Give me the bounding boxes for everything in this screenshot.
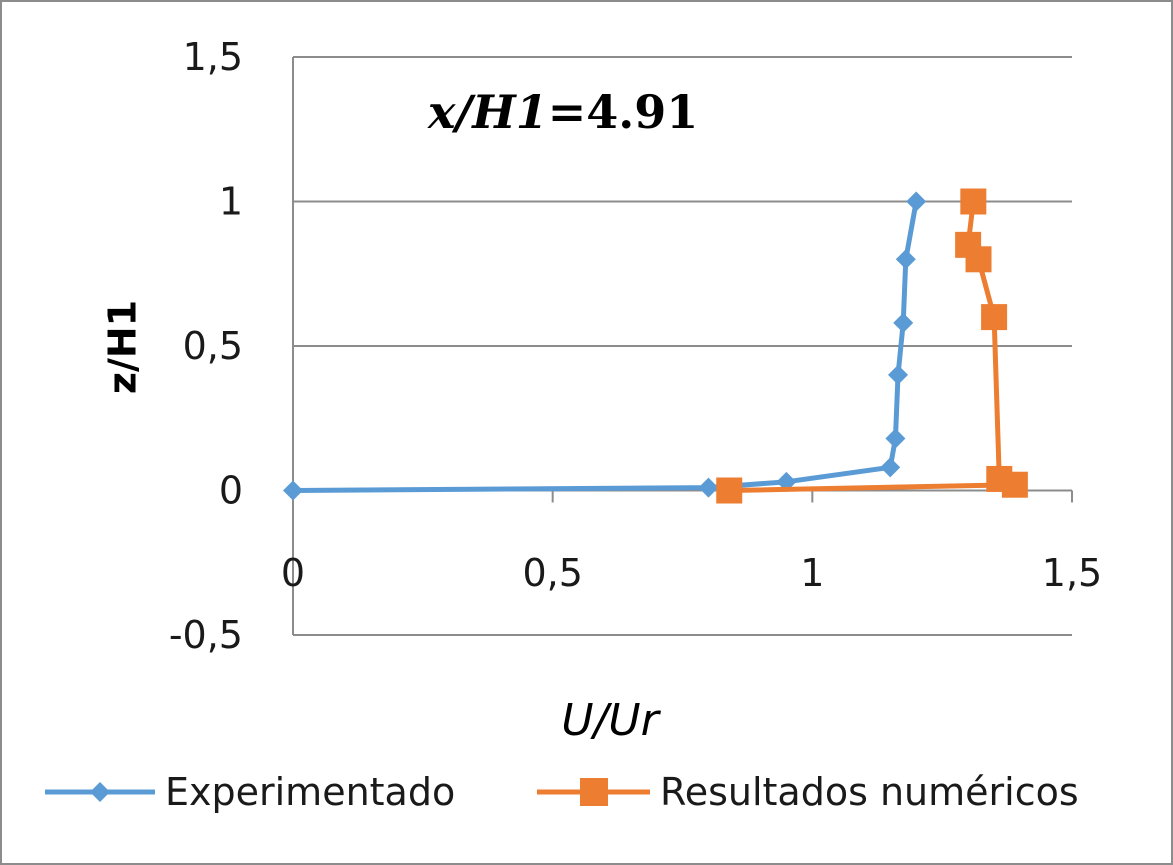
chart-annotation: x/H1=4.91 xyxy=(427,85,698,139)
legend-marker-resultados xyxy=(580,778,608,806)
legend-item-resultados: Resultados numéricos xyxy=(537,770,1079,814)
legend: Experimentado Resultados numéricos xyxy=(45,770,1079,814)
legend-marker-experimentado xyxy=(90,782,110,802)
x-tick-label-1: 0,5 xyxy=(522,551,582,595)
data-point-resultados-3 xyxy=(981,304,1008,331)
data-point-experimentado-8 xyxy=(906,191,927,212)
y-tick-label-1: 0 xyxy=(219,469,243,513)
data-point-experimentado-7 xyxy=(895,249,916,270)
x-tick-label-2: 1 xyxy=(800,551,824,595)
data-point-experimentado-1 xyxy=(698,477,719,498)
y-tick-label-4: 1,5 xyxy=(183,35,243,79)
data-point-experimentado-5 xyxy=(888,364,909,385)
legend-label-resultados: Resultados numéricos xyxy=(660,770,1079,814)
y-axis-label: z/H1 xyxy=(101,300,145,394)
x-axis-label: U/Ur xyxy=(561,695,661,746)
y-tick-label-2: 0,5 xyxy=(183,324,243,368)
grid-lines xyxy=(293,56,1072,636)
series-lines xyxy=(283,188,1028,504)
data-point-resultados-5 xyxy=(955,231,982,258)
x-tick-label-0: 0 xyxy=(281,551,305,595)
data-point-experimentado-6 xyxy=(893,312,914,333)
data-point-experimentado-3 xyxy=(880,457,901,478)
annotation-name: x/H1 xyxy=(427,85,548,139)
data-point-resultados-2 xyxy=(986,465,1013,492)
data-point-resultados-0 xyxy=(716,477,743,504)
data-point-experimentado-4 xyxy=(885,428,906,449)
x-tick-label-3: 1,5 xyxy=(1042,551,1102,595)
legend-label-experimentado: Experimentado xyxy=(165,770,455,814)
y-tick-label-0: -0,5 xyxy=(169,613,243,657)
y-tick-label-3: 1 xyxy=(219,180,243,224)
annotation-value: =4.91 xyxy=(548,85,699,139)
data-point-experimentado-0 xyxy=(283,480,303,501)
legend-item-experimentado: Experimentado xyxy=(45,770,455,814)
data-point-resultados-6 xyxy=(960,188,987,215)
x-tick-labels: 0 0,5 1 1,5 xyxy=(281,551,1102,595)
y-tick-labels: -0,5 0 0,5 1 1,5 xyxy=(169,35,243,657)
